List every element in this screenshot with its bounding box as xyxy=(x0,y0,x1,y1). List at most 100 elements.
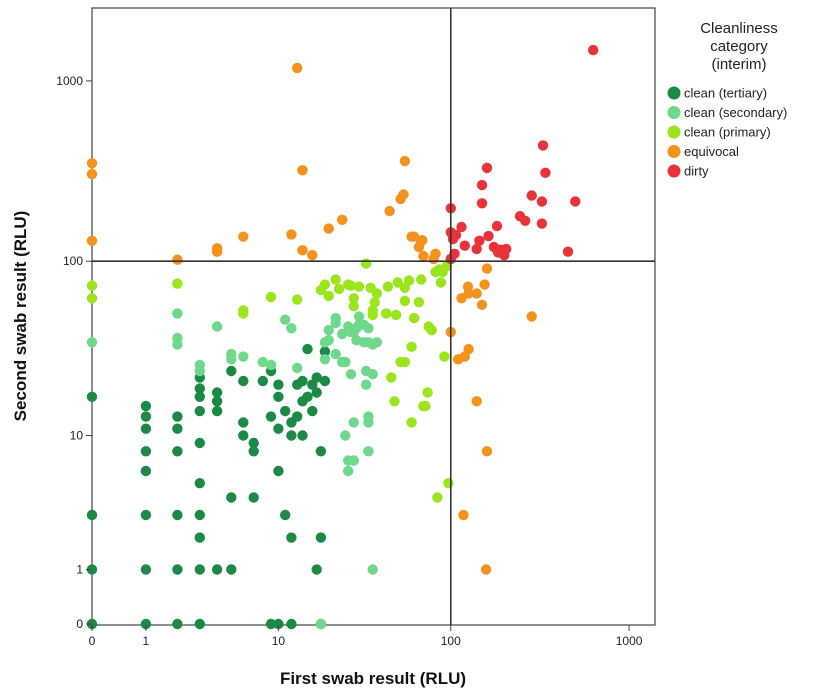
data-point xyxy=(363,446,374,457)
data-point xyxy=(476,299,488,310)
data-point xyxy=(226,564,237,575)
data-point xyxy=(449,248,460,259)
data-point xyxy=(371,288,382,299)
data-point xyxy=(248,437,259,449)
data-point xyxy=(340,356,351,368)
data-point xyxy=(265,359,277,371)
data-point xyxy=(526,190,537,201)
data-point xyxy=(367,564,378,575)
data-point xyxy=(471,396,482,407)
data-point xyxy=(297,245,308,256)
data-point xyxy=(86,168,98,180)
data-point xyxy=(172,332,183,344)
data-point xyxy=(140,423,152,434)
data-point xyxy=(526,311,537,322)
data-point xyxy=(194,564,205,575)
data-point xyxy=(238,351,249,362)
data-point xyxy=(286,618,297,630)
data-point xyxy=(435,277,447,288)
data-point xyxy=(172,254,183,265)
legend-marker xyxy=(667,145,681,158)
data-point xyxy=(413,297,425,308)
legend-label: equivocal xyxy=(684,144,739,159)
y-axis-title: Second swab result (RLU) xyxy=(11,211,30,422)
y-tick-label: 1000 xyxy=(56,74,83,88)
data-point xyxy=(430,248,441,259)
data-point xyxy=(172,278,183,289)
data-point xyxy=(476,198,488,209)
data-point xyxy=(392,277,403,288)
data-point xyxy=(211,243,223,254)
legend-marker xyxy=(667,164,681,178)
data-point xyxy=(319,346,331,357)
data-point xyxy=(474,235,485,246)
data-point xyxy=(337,328,348,340)
data-point xyxy=(211,321,223,332)
data-point xyxy=(265,291,277,303)
data-point xyxy=(226,365,237,377)
x-tick-label: 1 xyxy=(143,634,150,648)
data-point xyxy=(238,305,249,316)
data-point xyxy=(353,311,365,322)
data-point xyxy=(307,405,318,417)
data-point xyxy=(194,359,205,371)
data-point xyxy=(386,372,397,383)
data-point xyxy=(501,243,512,255)
data-point xyxy=(458,509,469,521)
data-point xyxy=(86,293,98,304)
data-point xyxy=(360,258,372,269)
data-point xyxy=(194,509,205,521)
data-point xyxy=(194,405,205,417)
data-point xyxy=(211,564,223,575)
data-point xyxy=(315,618,327,630)
legend-label: clean (tertiary) xyxy=(684,86,767,101)
data-point xyxy=(353,281,365,292)
data-point xyxy=(86,158,98,169)
data-point xyxy=(491,220,503,232)
data-point xyxy=(536,196,548,207)
data-point xyxy=(172,423,183,434)
data-point xyxy=(476,179,488,191)
legend-marker xyxy=(667,86,681,100)
x-tick-label: 1000 xyxy=(616,634,643,648)
data-point xyxy=(481,446,493,457)
data-point xyxy=(367,305,378,316)
data-point xyxy=(384,205,395,217)
data-point xyxy=(140,509,152,521)
data-point xyxy=(311,564,322,575)
y-tick-label: 0 xyxy=(76,617,83,631)
y-tick-label: 1 xyxy=(76,563,83,577)
data-point xyxy=(257,356,268,368)
data-point xyxy=(450,229,462,241)
data-point xyxy=(418,250,429,262)
data-point xyxy=(471,288,482,299)
data-point xyxy=(471,243,482,255)
data-point xyxy=(481,162,493,174)
data-point xyxy=(536,218,548,229)
data-point xyxy=(273,391,284,402)
x-axis-title: First swab result (RLU) xyxy=(280,669,466,688)
data-point xyxy=(399,356,411,368)
data-point xyxy=(363,417,374,428)
data-point xyxy=(456,221,467,233)
data-point xyxy=(257,375,268,387)
data-point xyxy=(337,214,348,225)
data-point xyxy=(463,288,474,299)
data-point xyxy=(311,387,322,398)
data-point xyxy=(265,411,277,422)
x-tick-label: 100 xyxy=(441,634,461,648)
data-point xyxy=(194,383,205,394)
y-tick-label: 100 xyxy=(63,254,83,268)
data-point xyxy=(406,341,417,352)
data-point xyxy=(86,337,98,348)
data-point xyxy=(422,387,433,398)
data-point xyxy=(194,391,205,402)
data-point xyxy=(140,564,152,575)
data-point xyxy=(570,196,581,207)
data-point xyxy=(273,465,284,477)
data-point xyxy=(330,274,341,285)
data-point xyxy=(369,297,380,308)
data-point xyxy=(463,343,474,355)
data-point xyxy=(172,564,183,575)
data-point xyxy=(172,308,183,319)
